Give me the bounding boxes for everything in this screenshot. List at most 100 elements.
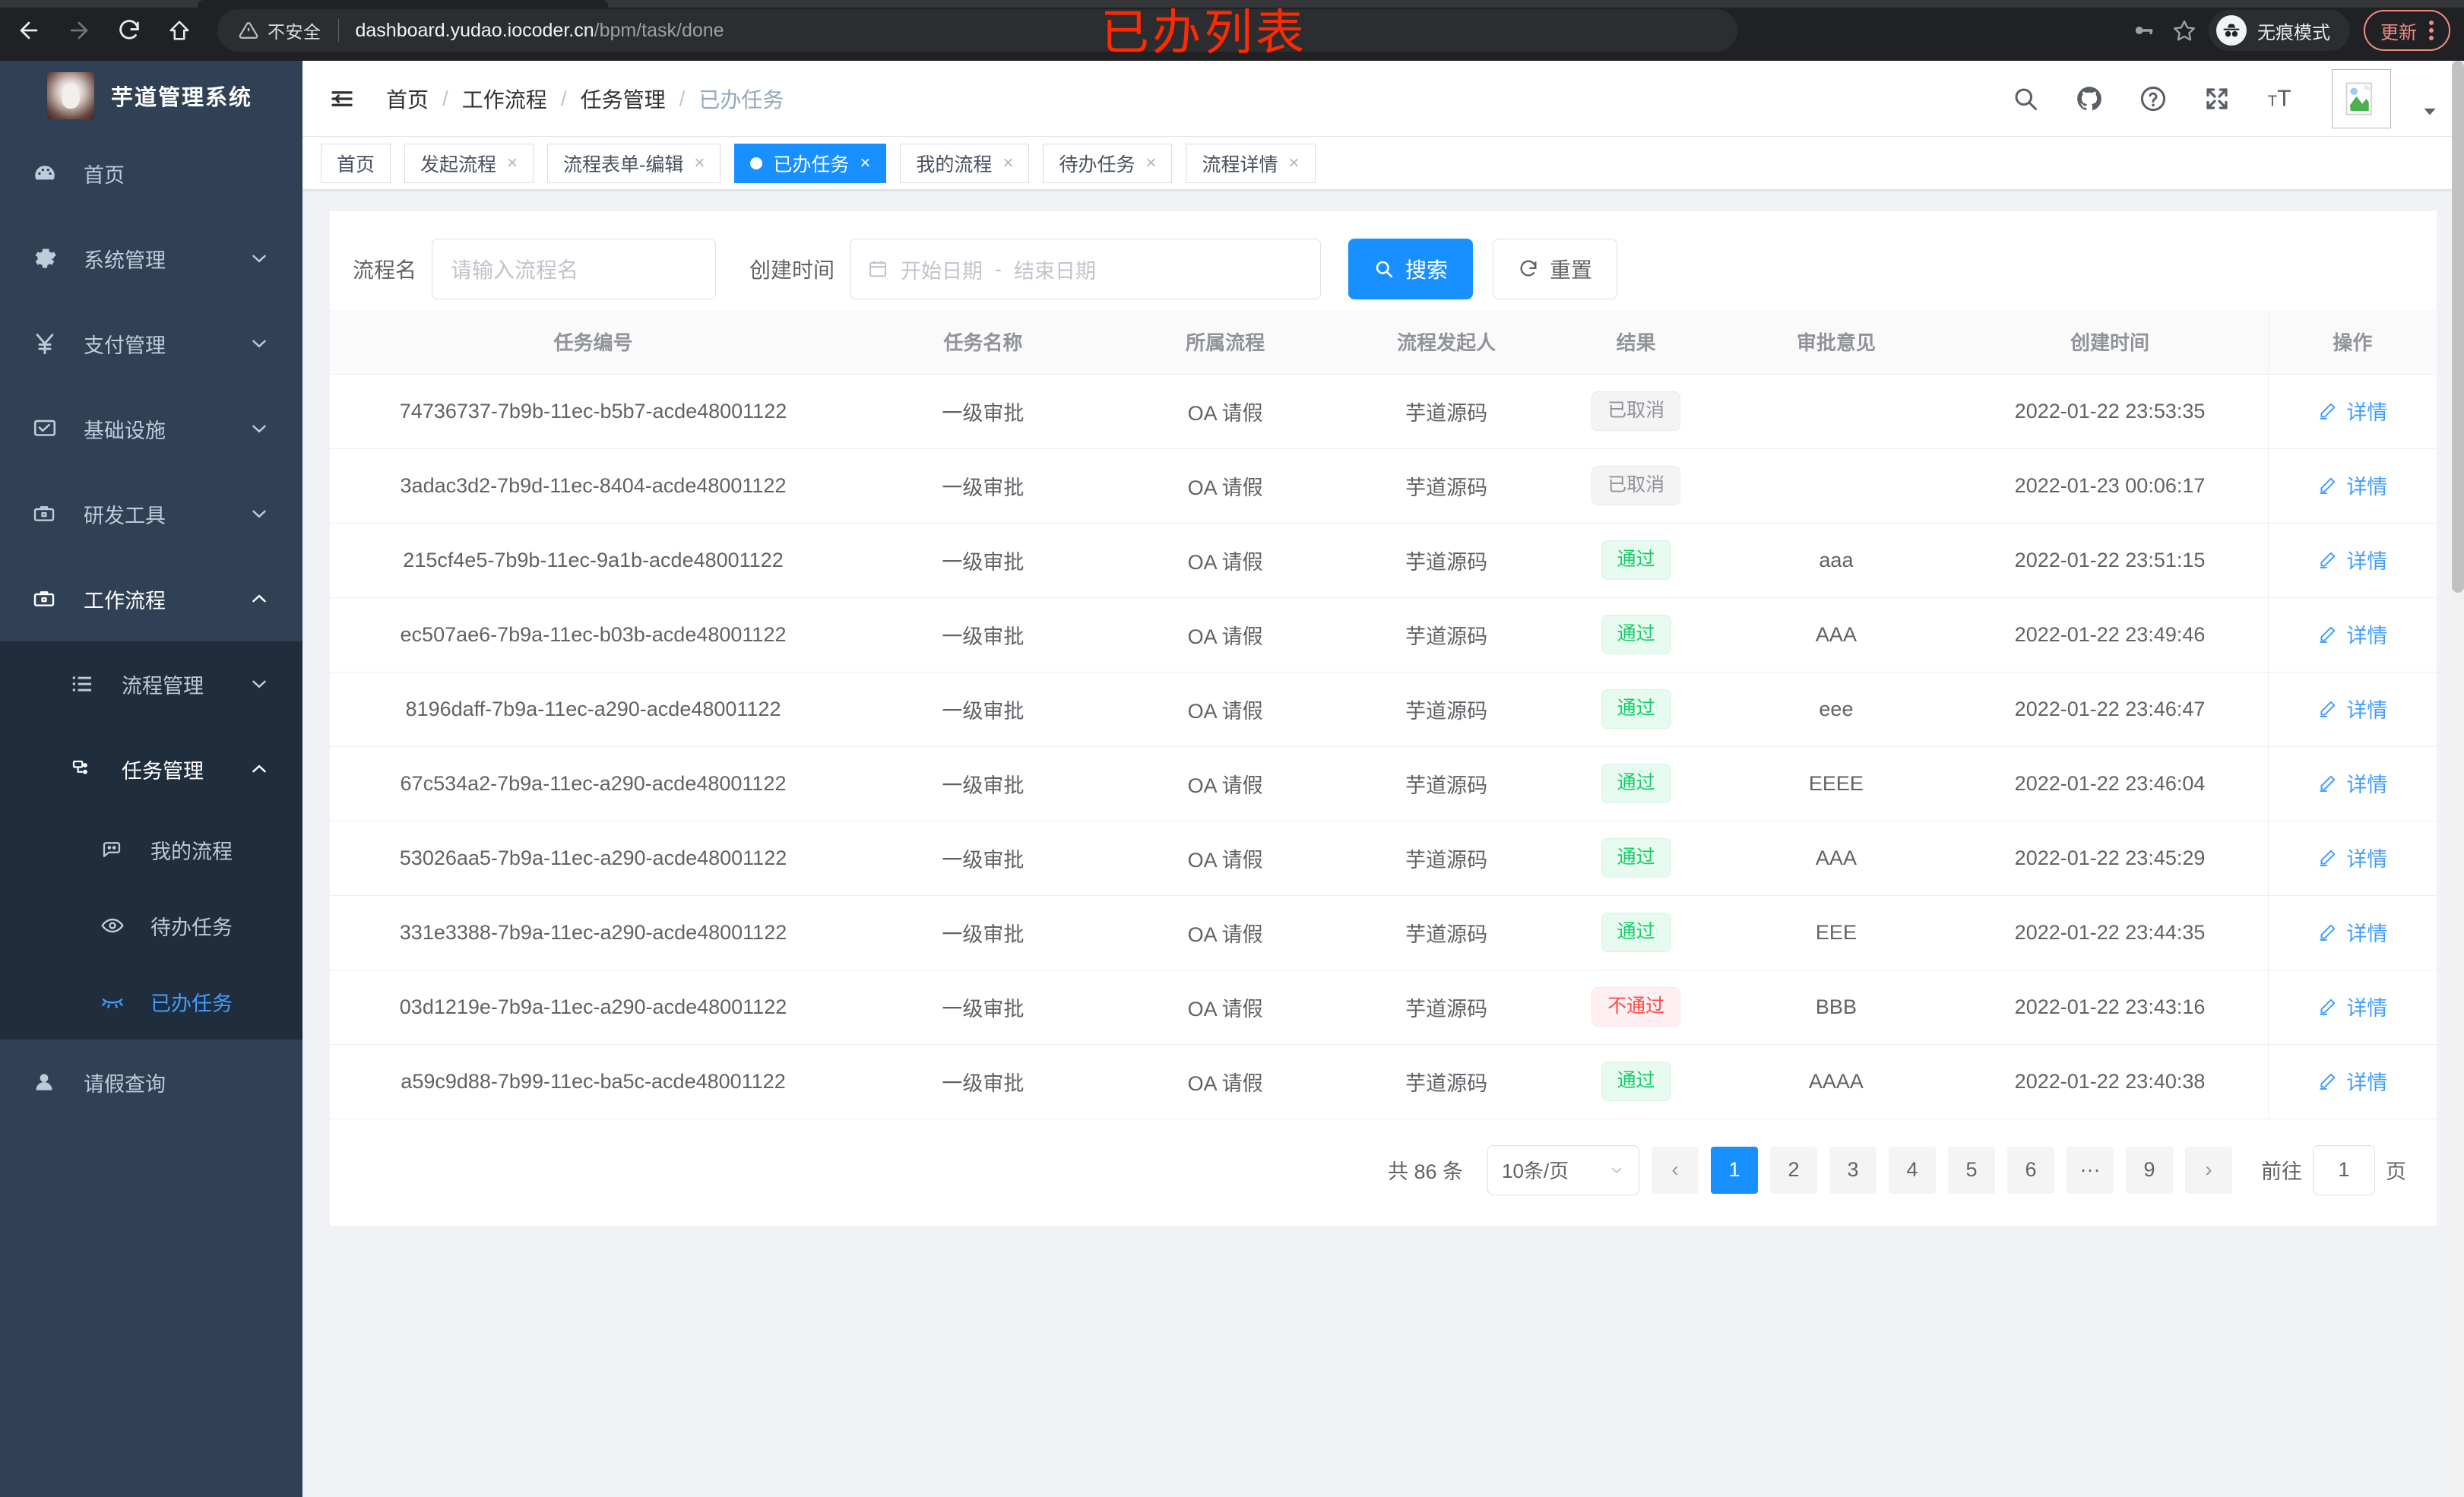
help-circle-icon[interactable] [2136,81,2171,116]
sidebar-subitem-task-mgmt[interactable]: 任务管理 [0,726,302,812]
tab-close-icon[interactable]: × [860,152,871,173]
sidebar-item-my-process[interactable]: 我的流程 [0,812,302,888]
back-arrow-icon[interactable] [8,9,50,52]
prev-page-button[interactable]: ‹ [1652,1146,1699,1194]
detail-button[interactable]: 详情 [2317,545,2387,574]
table-row: 03d1219e-7b9a-11ec-a290-acde48001122 一级审批… [330,970,2437,1045]
tab-close-icon[interactable]: × [694,152,705,173]
page-scrollbar[interactable] [2452,61,2464,1497]
chevron-down-icon [248,247,271,270]
cell-task-name: 一级审批 [857,1044,1110,1119]
tab-home[interactable]: 首页 [321,143,391,183]
hamburger-icon[interactable] [327,84,357,114]
breadcrumb-item-home[interactable]: 首页 [386,87,429,112]
page-button-4[interactable]: 4 [1889,1146,1936,1194]
detail-button[interactable]: 详情 [2317,396,2387,426]
address-bar[interactable]: 不安全 dashboard.yudao.iocoder.cn/bpm/task/… [217,9,1737,52]
cell-process: OA 请假 [1109,672,1341,747]
search-icon[interactable] [2008,81,2043,116]
cell-created: 2022-01-22 23:43:16 [1952,970,2269,1045]
status-badge: 通过 [1601,838,1671,878]
tab-close-icon[interactable]: × [1288,152,1300,173]
github-icon[interactable] [2072,81,2107,116]
cell-task-name: 一级审批 [857,672,1110,747]
cell-created: 2022-01-22 23:40:38 [1952,1044,2269,1119]
cell-process: OA 请假 [1109,523,1341,598]
reset-button[interactable]: 重置 [1493,239,1618,299]
caret-down-icon[interactable] [2420,69,2443,128]
cell-process: OA 请假 [1109,895,1341,970]
home-icon[interactable] [158,9,201,52]
breadcrumb-item-workflow[interactable]: 工作流程 [461,87,547,112]
page-button-2[interactable]: 2 [1770,1146,1817,1194]
jumper-input[interactable]: 1 [2313,1144,2375,1195]
detail-button[interactable]: 详情 [2317,917,2387,947]
table-header-row: 任务编号 任务名称 所属流程 流程发起人 结果 审批意见 创建时间 操作 [330,310,2437,375]
update-button[interactable]: 更新 [2364,10,2450,51]
page-ellipsis[interactable]: ··· [2067,1146,2114,1194]
detail-button[interactable]: 详情 [2317,1066,2387,1096]
create-time-range-picker[interactable]: 开始日期 - 结束日期 [850,239,1322,299]
table-row: 53026aa5-7b9a-11ec-a290-acde48001122 一级审批… [330,821,2437,896]
search-button[interactable]: 搜索 [1348,239,1474,299]
sidebar-item-payment[interactable]: 支付管理 [0,301,302,386]
sidebar-item-home[interactable]: 首页 [0,131,302,216]
tab-close-icon[interactable]: × [507,152,518,173]
page-button-9[interactable]: 9 [2126,1146,2173,1194]
cell-created: 2022-01-22 23:46:47 [1952,672,2269,747]
detail-button[interactable]: 详情 [2317,619,2387,649]
next-page-button[interactable]: › [2185,1146,2232,1194]
tab-process-detail[interactable]: 流程详情 × [1186,143,1316,183]
detail-button[interactable]: 详情 [2317,694,2387,723]
detail-button[interactable]: 详情 [2317,843,2387,872]
forward-arrow-icon[interactable] [58,9,100,52]
detail-button[interactable]: 详情 [2317,992,2387,1021]
sidebar-item-workflow[interactable]: 工作流程 [0,556,302,641]
scrollbar-thumb[interactable] [2452,61,2464,593]
avatar[interactable] [2332,68,2391,128]
brand[interactable]: 芋道管理系统 [0,61,302,131]
incognito-label: 无痕模式 [2257,22,2330,43]
page-button-6[interactable]: 6 [2007,1146,2054,1194]
sidebar-item-system[interactable]: 系统管理 [0,216,302,301]
page-size-select[interactable]: 10条/页 [1487,1144,1639,1195]
cell-task-name: 一级审批 [857,374,1110,449]
fullscreen-icon[interactable] [2200,81,2234,116]
incognito-mode-pill[interactable]: 无痕模式 [2209,10,2350,51]
sidebar-item-devtools[interactable]: 研发工具 [0,471,302,556]
chevron-down-icon [248,673,271,695]
detail-button[interactable]: 详情 [2317,768,2387,798]
tab-close-icon[interactable]: × [1002,152,1014,173]
sidebar-item-done-task[interactable]: 已办任务 [0,964,302,1040]
reload-icon[interactable] [108,9,150,52]
process-name-input[interactable]: 请输入流程名 [432,239,717,299]
sidebar-item-infrastructure[interactable]: 基础设施 [0,386,302,471]
tab-label: 流程详情 [1202,153,1278,176]
page-button-1[interactable]: 1 [1711,1146,1758,1194]
detail-button[interactable]: 详情 [2317,470,2387,500]
jumper-suffix-label: 页 [2386,1160,2406,1183]
sidebar-item-leave-query[interactable]: 请假查询 [0,1040,302,1125]
sidebar-item-todo-task[interactable]: 待办任务 [0,888,302,964]
tab-done-task[interactable]: 已办任务 × [734,143,887,183]
kebab-menu-icon[interactable] [2429,21,2434,40]
cell-initiator: 芋道源码 [1341,895,1552,970]
tab-start-process[interactable]: 发起流程 × [404,143,534,183]
tab-my-process[interactable]: 我的流程 × [900,143,1030,183]
tab-close-icon[interactable]: × [1145,152,1157,173]
cell-created: 2022-01-22 23:45:29 [1952,821,2269,896]
breadcrumb-item-task-mgmt[interactable]: 任务管理 [580,87,666,112]
tab-todo-task[interactable]: 待办任务 × [1043,143,1173,183]
page-button-3[interactable]: 3 [1829,1146,1877,1194]
page-button-5[interactable]: 5 [1948,1146,1995,1194]
cell-task-name: 一级审批 [857,523,1110,598]
cell-operation: 详情 [2267,523,2437,598]
jumper-prefix-label: 前往 [2261,1160,2302,1183]
tab-label: 首页 [337,153,375,176]
tab-process-form-edit[interactable]: 流程表单-编辑 × [547,143,721,183]
sidebar: 芋道管理系统 首页 系统管理 支付管理 基础设施 [0,61,302,1497]
bookmark-star-icon[interactable] [2172,18,2196,43]
password-key-icon[interactable] [2133,19,2155,42]
sidebar-subitem-process-mgmt[interactable]: 流程管理 [0,641,302,726]
